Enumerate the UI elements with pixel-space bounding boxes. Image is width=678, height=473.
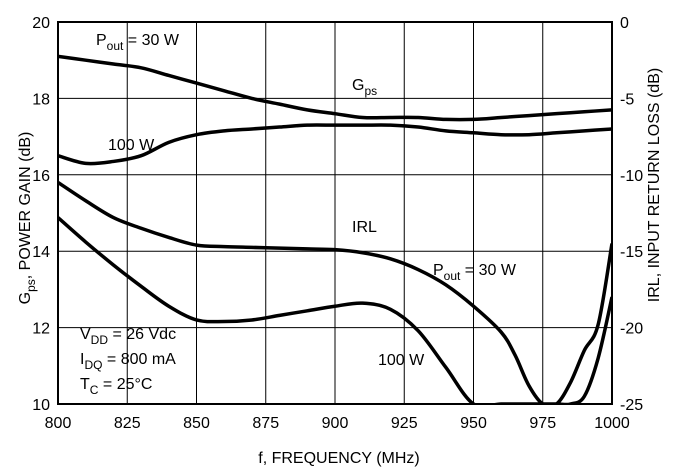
y-left-tick-label: 14 bbox=[32, 244, 50, 261]
condition-idq-base: I bbox=[80, 351, 84, 368]
y-left-tick-label: 18 bbox=[32, 91, 50, 108]
x-tick-labels: 800 825 850 875 900 925 950 975 1000 bbox=[45, 415, 630, 432]
annotation-pout30-bottom-base: P bbox=[433, 262, 444, 279]
annotation-pout30-top: Pout = 30 W bbox=[96, 32, 180, 53]
annotation-pout30-top-base: P bbox=[96, 32, 107, 49]
plot-frame bbox=[57, 21, 613, 405]
x-tick-label: 875 bbox=[252, 415, 279, 432]
condition-vdd-sub: DD bbox=[91, 333, 109, 347]
y-right-axis-title: IRL, INPUT RETURN LOSS (dB) bbox=[646, 68, 663, 302]
series-line-2 bbox=[58, 123, 612, 166]
x-tick-label: 925 bbox=[391, 415, 418, 432]
condition-tc-base: T bbox=[80, 376, 90, 393]
x-tick-label: 950 bbox=[460, 415, 487, 432]
series-group bbox=[58, 54, 612, 404]
annotation-gps-sub: ps bbox=[364, 84, 377, 98]
y-left-axis-title: Gps, POWER GAIN (dB) bbox=[17, 132, 38, 305]
condition-vdd: VDD = 26 Vdc bbox=[80, 326, 176, 347]
y-right-tick-label: -20 bbox=[620, 321, 643, 338]
annotation-irl: IRL bbox=[352, 219, 377, 236]
grid bbox=[57, 21, 613, 405]
y-right-tick-label: -10 bbox=[620, 168, 643, 185]
x-axis-title: f, FREQUENCY (MHz) bbox=[258, 450, 419, 467]
y-left-tick-label: 16 bbox=[32, 168, 50, 185]
annotation-gps-base: G bbox=[352, 77, 364, 94]
condition-idq-sub: DQ bbox=[84, 358, 102, 372]
annotation-pout30-top-rest: = 30 W bbox=[123, 32, 179, 49]
condition-idq-rest: = 800 mA bbox=[102, 351, 176, 368]
y-right-tick-labels: -25 -20 -15 -10 -5 0 bbox=[620, 15, 643, 414]
y-left-title-sub: ps bbox=[24, 279, 38, 292]
y-left-title-base: G bbox=[17, 292, 34, 304]
y-left-tick-label: 20 bbox=[32, 15, 50, 32]
x-tick-label: 850 bbox=[183, 415, 210, 432]
series-line-1 bbox=[58, 54, 612, 122]
annotation-pout30-bottom: Pout = 30 W bbox=[433, 262, 517, 283]
x-tick-label: 900 bbox=[322, 415, 349, 432]
series-line-4 bbox=[58, 216, 612, 404]
condition-tc-sub: C bbox=[90, 383, 99, 397]
y-left-tick-labels: 10 12 14 16 18 20 bbox=[32, 15, 50, 414]
x-tick-label: 800 bbox=[45, 415, 72, 432]
annotation-100w-top: 100 W bbox=[108, 137, 155, 154]
annotation-pout30-bottom-sub: out bbox=[444, 269, 461, 283]
y-left-tick-label: 12 bbox=[32, 321, 50, 338]
x-tick-label: 825 bbox=[114, 415, 141, 432]
y-right-tick-label: -15 bbox=[620, 244, 643, 261]
condition-tc-rest: = 25°C bbox=[98, 376, 152, 393]
y-right-tick-label: -5 bbox=[620, 91, 634, 108]
y-right-tick-label: 0 bbox=[620, 15, 629, 32]
condition-tc: TC = 25°C bbox=[80, 376, 152, 397]
annotation-pout30-top-sub: out bbox=[107, 39, 124, 53]
annotation-pout30-bottom-rest: = 30 W bbox=[460, 262, 516, 279]
x-tick-label: 975 bbox=[529, 415, 556, 432]
annotation-gps: Gps bbox=[352, 77, 377, 98]
condition-idq: IDQ = 800 mA bbox=[80, 351, 176, 372]
y-left-tick-label: 10 bbox=[32, 397, 50, 414]
y-right-tick-label: -25 bbox=[620, 397, 643, 414]
condition-vdd-base: V bbox=[80, 326, 91, 343]
annotation-100w-bottom: 100 W bbox=[378, 352, 425, 369]
x-tick-label: 1000 bbox=[594, 415, 630, 432]
condition-vdd-rest: = 26 Vdc bbox=[108, 326, 176, 343]
y-left-title-rest: , POWER GAIN (dB) bbox=[17, 132, 34, 280]
